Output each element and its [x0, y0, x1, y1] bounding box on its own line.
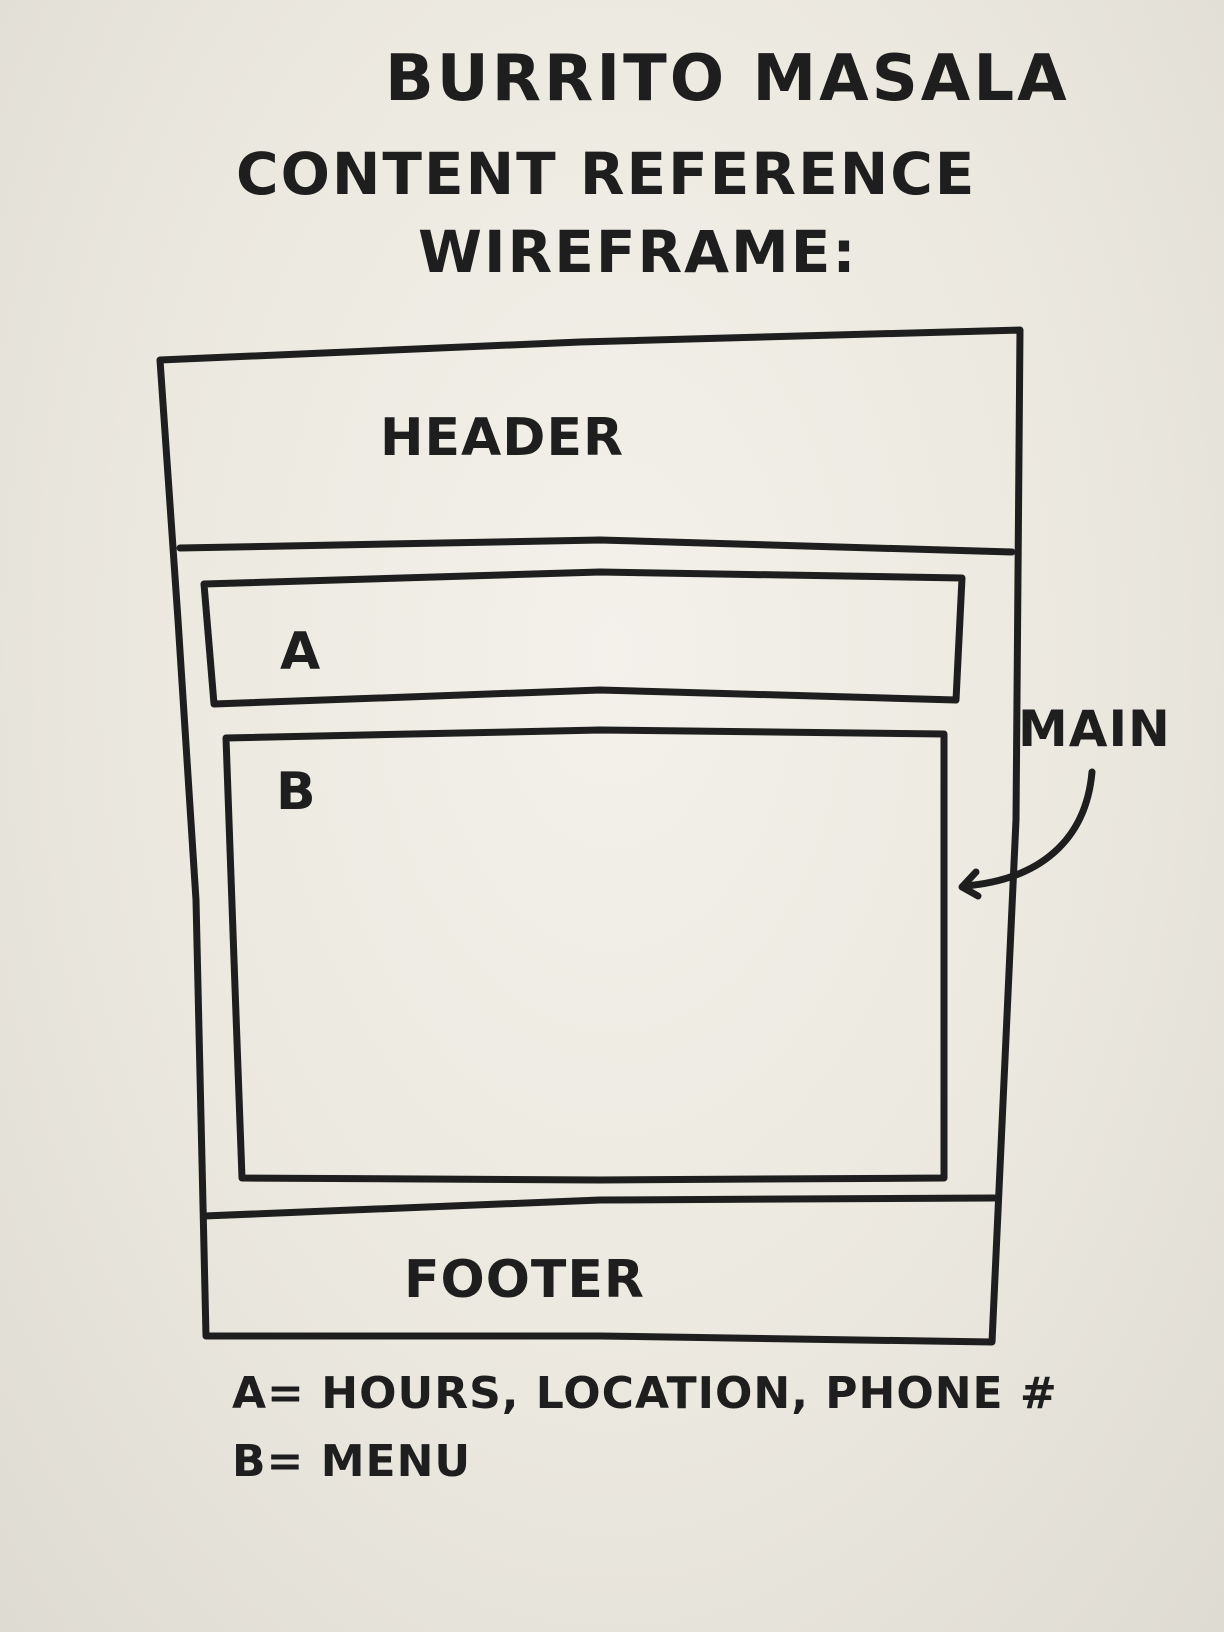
diagram-subtitle-line1: CONTENT REFERENCE	[236, 140, 977, 208]
region-b-label: B	[276, 762, 317, 822]
region-a-label: A	[280, 622, 322, 682]
header-region-label: HEADER	[380, 408, 625, 468]
main-arrowhead	[958, 868, 982, 900]
footer-divider	[200, 1194, 998, 1220]
main-arrow	[960, 768, 1096, 890]
footer-region-label: FOOTER	[404, 1250, 645, 1310]
main-region-label: MAIN	[1018, 700, 1171, 758]
legend-b: B= MENU	[232, 1436, 472, 1487]
diagram-title: BURRITO MASALA	[385, 42, 1070, 116]
legend-a: A= HOURS, LOCATION, PHONE #	[232, 1368, 1058, 1419]
diagram-subtitle-line2: WIREFRAME:	[418, 218, 858, 286]
box-a	[200, 568, 966, 708]
outer-frame	[156, 326, 1024, 1346]
header-divider	[176, 536, 1016, 556]
box-b	[222, 726, 948, 1184]
